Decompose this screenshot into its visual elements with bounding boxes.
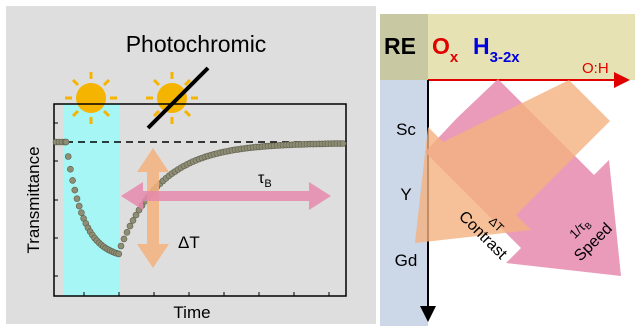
formula-header (428, 14, 635, 80)
x-axis-label: Time (173, 303, 210, 322)
formula-h: H3-2x (473, 33, 520, 66)
curve-marker (71, 186, 79, 194)
element-sc: Sc (396, 120, 416, 139)
left-panel: Photochromic (6, 6, 376, 324)
formula-re: RE (384, 33, 416, 59)
photochromic-title: Photochromic (126, 31, 267, 57)
tau-label: τB (258, 170, 272, 190)
plot-ticks (54, 122, 330, 296)
element-y: Y (400, 185, 411, 204)
curve-marker (117, 242, 125, 250)
illumination-window (64, 104, 119, 296)
oh-axis-label: O:H (582, 60, 609, 77)
contrast-arrow (415, 80, 610, 243)
delta-t-arrow (137, 148, 169, 268)
y-axis-label: Transmittance (24, 146, 43, 253)
sun-icon (65, 72, 117, 124)
curve-marker (123, 229, 131, 236)
curve-marker (73, 195, 81, 202)
curve-marker (75, 202, 83, 210)
speed-tau-label: 1/τB (566, 215, 594, 243)
curve-marker (78, 209, 85, 216)
strike-line (146, 66, 210, 130)
sun-off-icon (146, 66, 210, 130)
curve-marker (69, 177, 76, 184)
curve-marker (62, 138, 70, 146)
delta-t-label: ΔT (178, 233, 200, 252)
curve-marker (339, 140, 347, 147)
curve-marker (67, 165, 74, 173)
curve-marker (126, 222, 134, 230)
tau-arrow (121, 182, 331, 210)
curve-marker (129, 217, 137, 224)
curve-marker (120, 235, 128, 243)
formula-o: Ox (432, 33, 459, 66)
formula-corner (380, 14, 428, 80)
right-panel: RE Ox H3-2x O:H Sc Y Gd ΔT Contrast 1/τB… (380, 14, 635, 326)
curve-marker (115, 250, 123, 258)
curve-marker (64, 153, 72, 160)
element-gd: Gd (395, 251, 418, 270)
curve-marker (132, 211, 140, 219)
